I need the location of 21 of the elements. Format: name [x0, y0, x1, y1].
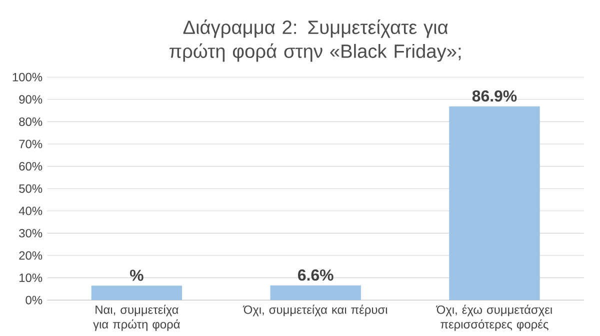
y-tick-label: 90% [19, 95, 42, 104]
y-tick-label: 100% [12, 72, 42, 82]
data-label: % [130, 270, 144, 281]
y-tick-label: 0% [26, 296, 42, 304]
data-label: 6.6% [298, 269, 334, 281]
x-tick-label: Όχι, έχω συμμετάσχει περισσότερες φορές [436, 304, 552, 331]
x-tick-label: Όχι, συμμετείχα και πέρυσι [242, 304, 388, 316]
y-tick-label: 30% [19, 228, 42, 238]
data-label: 86.9% [472, 90, 517, 102]
y-tick-label: 50% [19, 184, 42, 193]
y-tick-label: 60% [19, 162, 42, 171]
x-tick-label: Ναι, συμμετείχα για πρώτη φορά [93, 304, 180, 331]
y-tick-label: 40% [18, 206, 42, 216]
bar [270, 285, 361, 300]
y-tick-label: 10% [20, 274, 42, 282]
y-tick-label: 20% [19, 251, 42, 260]
bar [91, 286, 182, 300]
y-tick-label: 70% [19, 140, 42, 148]
y-tick-label: 80% [19, 117, 42, 126]
chart-title: Διάγραμμα 2: Συμμετείχατε για πρώτη φορά στην «Black Friday»; [170, 19, 461, 62]
bar [449, 106, 540, 300]
